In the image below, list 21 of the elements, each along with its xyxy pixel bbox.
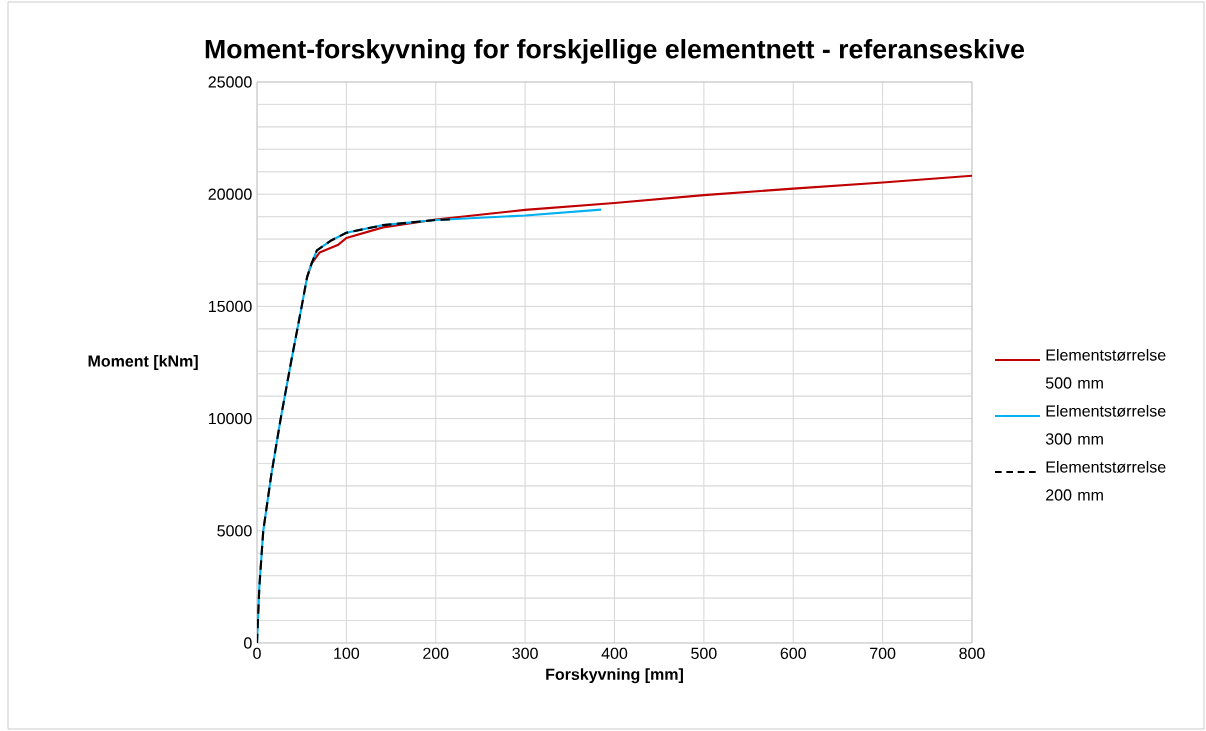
chart-title: Moment-forskyvning for forskjellige elementnett - referanseskive (205, 38, 1025, 64)
y-axis-title: Moment [kNm] (88, 355, 198, 370)
legend-label: Elementstørrelse 500 mm (1045, 348, 1166, 389)
x-tick-label: 0 (253, 647, 261, 660)
x-tick-label: 800 (959, 647, 985, 660)
x-axis-title: Forskyvning [mm] (546, 668, 683, 684)
x-tick-label: 100 (334, 647, 360, 660)
x-tick-label: 700 (870, 647, 896, 660)
x-tick-label: 600 (780, 647, 806, 660)
x-tick-label: 500 (691, 647, 717, 660)
x-tick-label: 400 (601, 647, 628, 660)
legend-label: Elementstørrelse 300 mm (1045, 404, 1166, 445)
y-tick-label: 0 (244, 637, 252, 649)
y-tick-label: 20000 (208, 188, 252, 200)
y-tick-label: 25000 (208, 76, 252, 88)
y-tick-label: 5000 (217, 525, 252, 537)
y-tick-label: 10000 (209, 412, 252, 425)
y-tick-label: 15000 (209, 300, 252, 313)
legend-label: Elementstørrelse 200 mm (1046, 460, 1166, 501)
x-tick-label: 200 (423, 647, 449, 660)
x-tick-label: 300 (512, 647, 538, 660)
